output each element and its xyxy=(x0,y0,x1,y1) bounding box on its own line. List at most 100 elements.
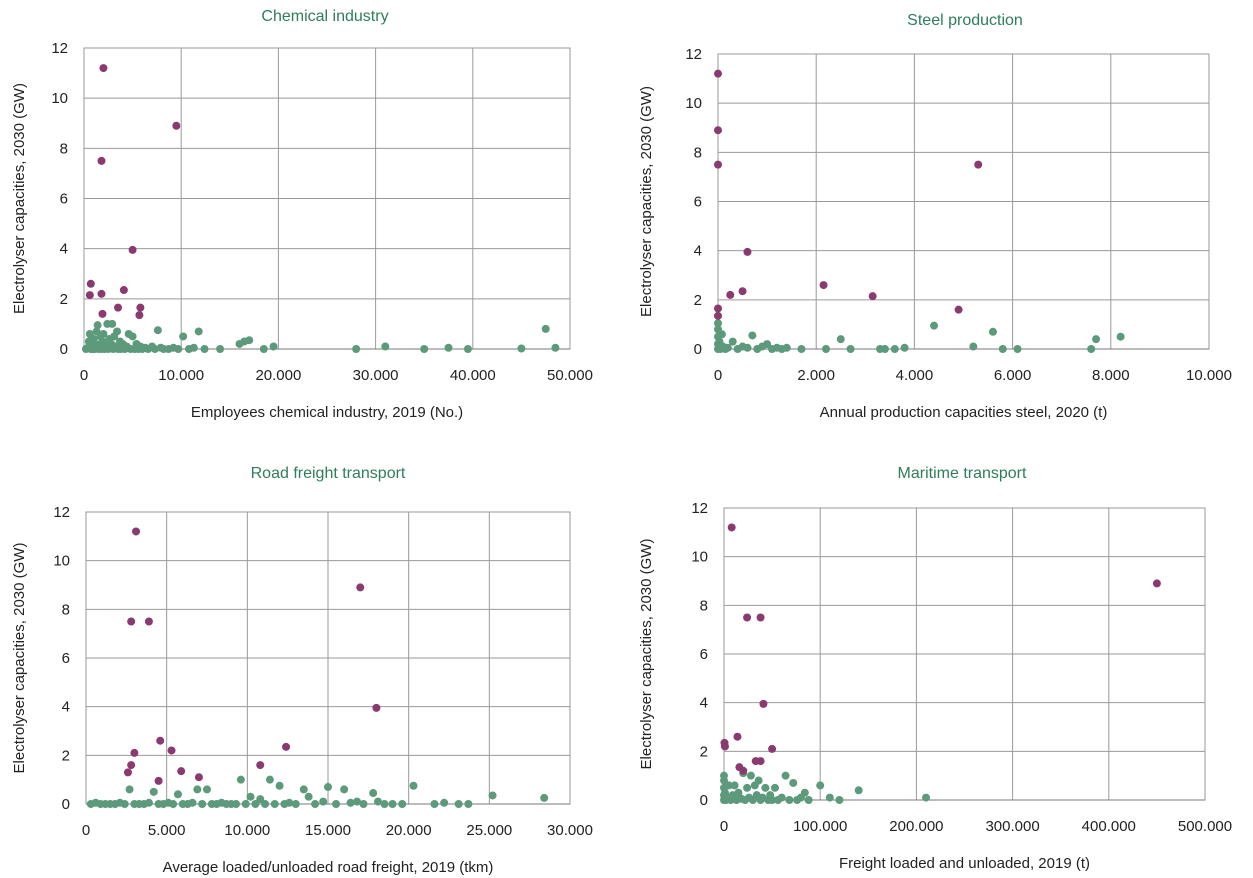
x-tick-label: 4.000 xyxy=(896,367,934,384)
data-point xyxy=(724,781,733,790)
data-point xyxy=(114,303,123,312)
data-point xyxy=(108,319,117,328)
x-axis-label: Average loaded/unloaded road freight, 20… xyxy=(163,859,494,876)
data-point xyxy=(270,800,279,808)
y-axis-label: Electrolyser capacities, 2030 (GW) xyxy=(638,86,655,317)
data-point xyxy=(420,345,429,353)
data-point xyxy=(259,345,268,353)
y-tick-label: 2 xyxy=(694,292,702,309)
data-point xyxy=(922,793,931,802)
x-tick-label: 400.000 xyxy=(1082,818,1136,835)
scatter-plot: 0 2 4 6 8 10 12 0 10.000 20.000 30.000 40.000 50.000… xyxy=(11,40,593,421)
data-point xyxy=(1116,332,1125,341)
y-tick-label: 4 xyxy=(694,243,702,260)
x-tick-label: 300.000 xyxy=(985,818,1039,835)
y-tick-label: 6 xyxy=(700,646,708,663)
y-tick-label: 0 xyxy=(694,341,702,358)
x-tick-label: 0 xyxy=(720,818,728,835)
data-point xyxy=(127,617,136,626)
data-point xyxy=(265,775,274,784)
data-point xyxy=(768,744,777,753)
data-point xyxy=(128,245,137,254)
data-point xyxy=(132,527,141,536)
data-point xyxy=(890,345,899,353)
data-point xyxy=(275,781,284,790)
data-point xyxy=(720,742,729,751)
data-point xyxy=(900,343,909,352)
data-point xyxy=(1092,335,1101,344)
y-tick-label: 4 xyxy=(62,699,70,716)
data-point xyxy=(269,342,278,351)
data-point xyxy=(756,757,765,766)
data-point xyxy=(782,343,791,352)
y-tick-label: 0 xyxy=(60,341,68,358)
data-point xyxy=(193,785,202,794)
data-point xyxy=(194,327,203,336)
data-point xyxy=(203,785,211,794)
scatter-plot: 0 2 4 6 8 10 12 0 2.000 4.000 6.000 8.000 10.000 Annu… xyxy=(638,46,1232,421)
data-point xyxy=(1013,345,1022,353)
data-point xyxy=(346,798,355,807)
x-tick-label: 40.000 xyxy=(450,367,496,384)
data-point xyxy=(98,309,107,318)
data-point xyxy=(232,800,241,808)
data-point xyxy=(730,781,739,790)
data-point xyxy=(1087,345,1096,353)
chart-steel-production: Steel production 0 2 4 6 8 10 12 0 2.000 4.000 6.0… xyxy=(627,0,1253,435)
data-point xyxy=(541,324,550,333)
data-point xyxy=(743,247,752,256)
x-tick-label: 10.000 xyxy=(1186,367,1232,384)
y-tick-label: 6 xyxy=(62,650,70,667)
data-point xyxy=(785,796,794,804)
data-point xyxy=(299,785,308,794)
data-point xyxy=(733,732,742,741)
data-point xyxy=(120,800,129,808)
data-point xyxy=(261,800,270,808)
x-tick-label: 15.000 xyxy=(305,822,351,839)
data-point xyxy=(353,797,362,806)
x-tick-label: 0 xyxy=(80,367,88,384)
data-point xyxy=(356,583,365,592)
data-point xyxy=(374,797,383,806)
data-point xyxy=(819,281,828,290)
data-point xyxy=(409,781,418,790)
y-tick-label: 12 xyxy=(53,504,70,521)
x-tick-label: 25.000 xyxy=(466,822,512,839)
y-tick-label: 6 xyxy=(60,191,68,208)
y-tick-label: 8 xyxy=(62,601,70,618)
scatter-plot: 0 2 4 6 8 10 12 0 5.000 10.000 15.000 20.000 25.000 3… xyxy=(11,504,593,876)
data-point xyxy=(463,345,472,353)
data-point xyxy=(291,800,300,808)
data-point xyxy=(761,783,770,792)
data-point xyxy=(311,800,320,808)
data-point xyxy=(430,800,439,808)
y-tick-label: 8 xyxy=(694,144,702,161)
data-point xyxy=(726,290,735,299)
data-point xyxy=(245,336,254,345)
data-point xyxy=(388,800,397,808)
y-tick-label: 12 xyxy=(51,40,68,57)
data-point xyxy=(200,345,209,353)
y-axis-label: Electrolyser capacities, 2030 (GW) xyxy=(11,543,28,774)
x-tick-label: 20.000 xyxy=(386,822,432,839)
data-point xyxy=(319,797,328,806)
data-point xyxy=(743,613,752,622)
y-tick-label: 8 xyxy=(60,140,68,157)
data-point xyxy=(113,327,122,336)
data-point xyxy=(720,771,728,780)
y-tick-label: 2 xyxy=(62,747,70,764)
data-point xyxy=(781,771,790,780)
data-point xyxy=(825,793,834,802)
data-point xyxy=(135,311,144,320)
data-point xyxy=(768,796,777,804)
data-point xyxy=(717,330,726,339)
x-tick-label: 10.000 xyxy=(224,822,270,839)
data-point xyxy=(136,303,145,312)
data-point xyxy=(256,795,265,804)
data-point xyxy=(440,798,449,807)
data-point xyxy=(759,699,768,708)
data-point xyxy=(743,783,752,792)
data-point xyxy=(177,767,186,776)
data-point xyxy=(380,800,389,808)
data-point xyxy=(352,345,361,353)
